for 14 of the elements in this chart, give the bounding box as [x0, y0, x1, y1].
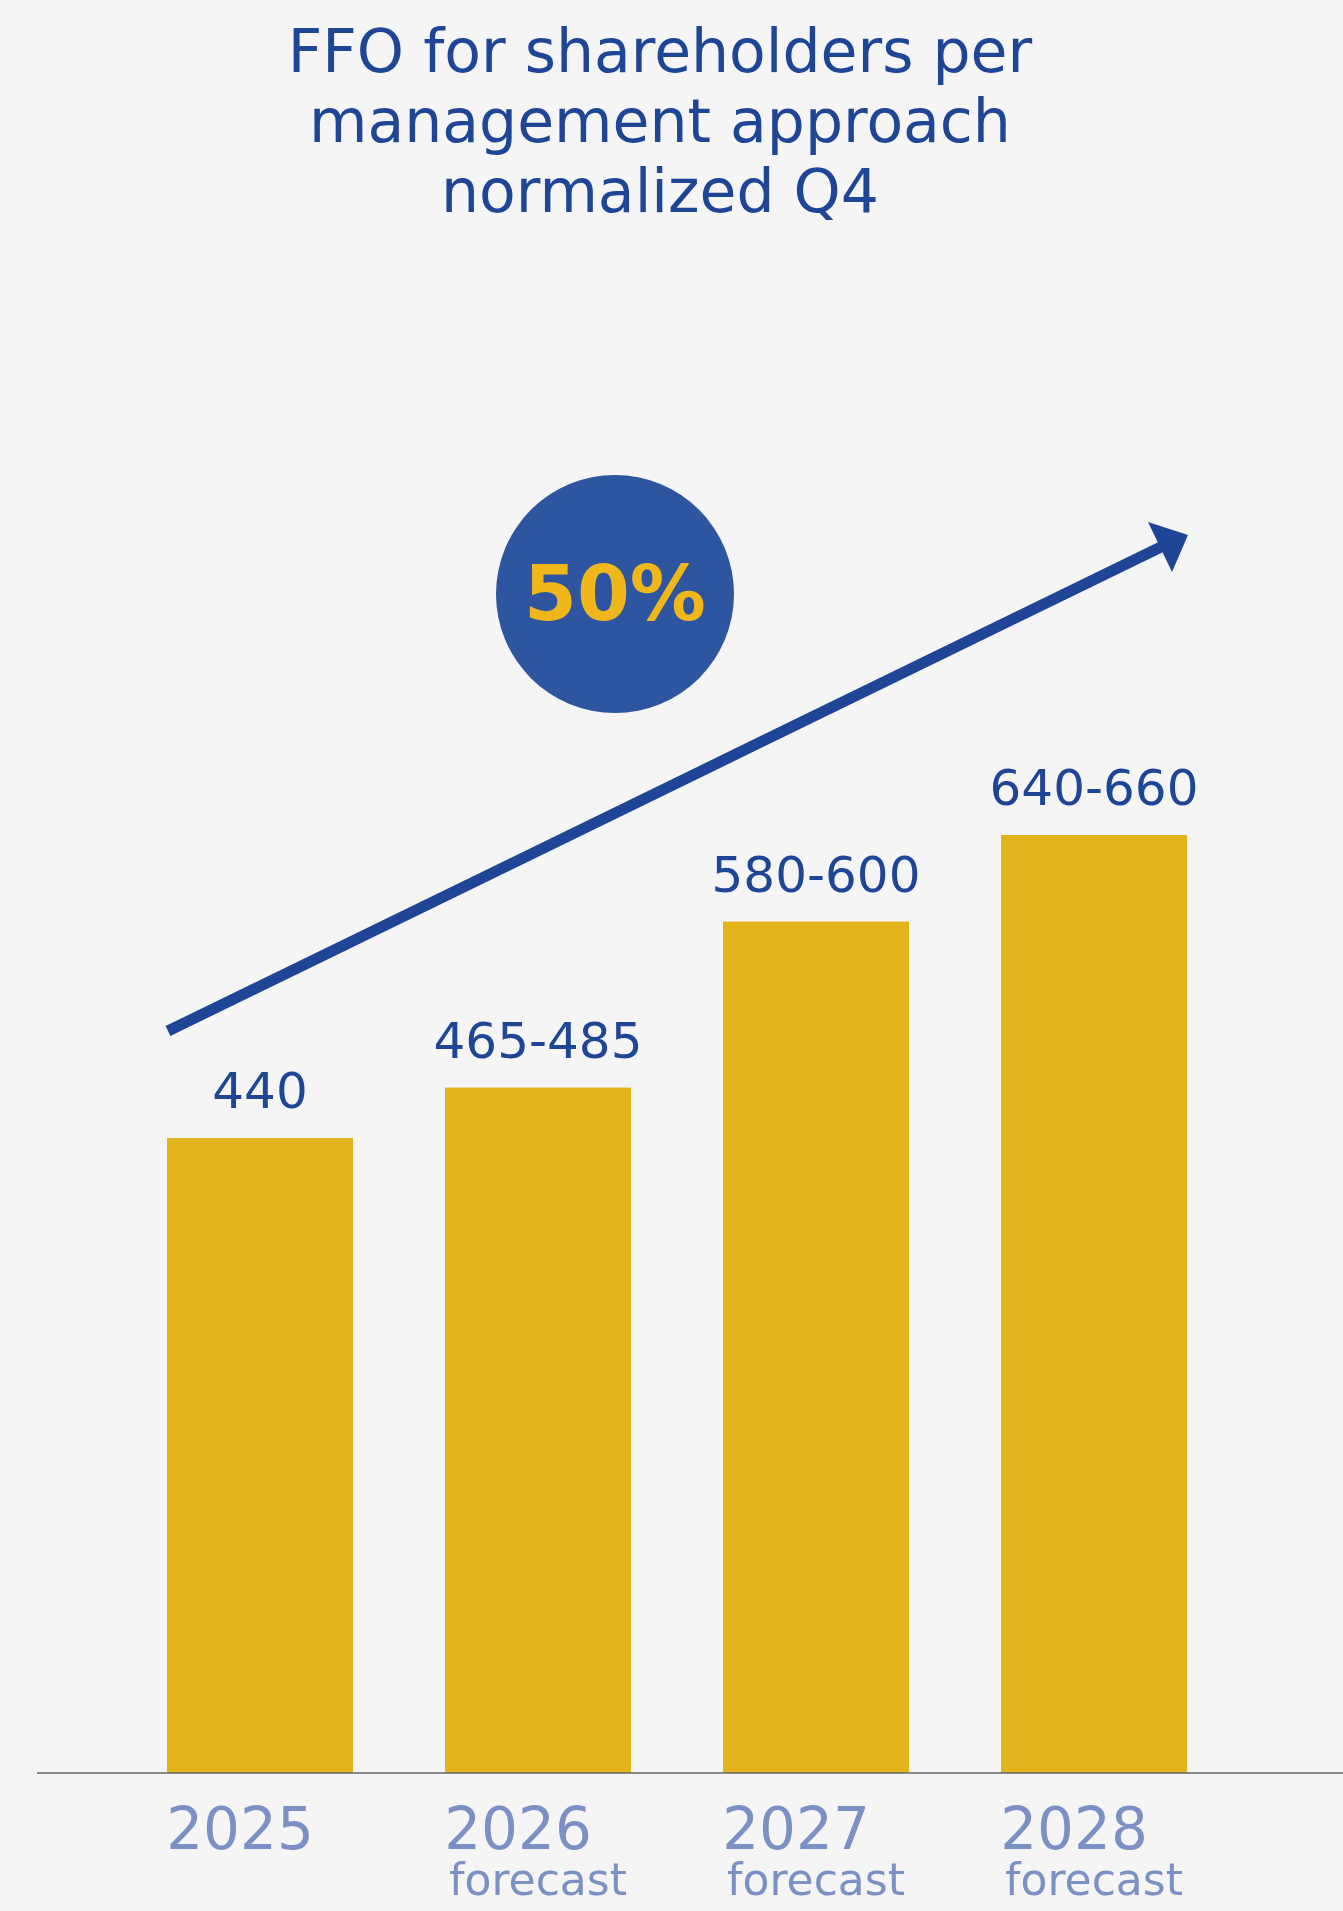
chart-title: FFO for shareholders per management approach normalized Q4 [287, 16, 1033, 226]
bar [445, 1087, 631, 1773]
data-label: 465-485 [433, 1011, 643, 1070]
bar [723, 921, 909, 1773]
data-label: 640-660 [989, 759, 1199, 817]
bar [1001, 835, 1187, 1773]
bar [167, 1138, 353, 1773]
x-tick-label: 2027 forecast [722, 1795, 905, 1905]
x-tick-label: 2025 [166, 1795, 314, 1863]
text: 50% [524, 549, 706, 638]
data-label: 440 [212, 1062, 308, 1121]
x-tick-label: 2026 forecast [444, 1795, 627, 1905]
data-label: 580-600 [711, 845, 921, 904]
x-tick-label: 2028 forecast [1000, 1795, 1183, 1905]
